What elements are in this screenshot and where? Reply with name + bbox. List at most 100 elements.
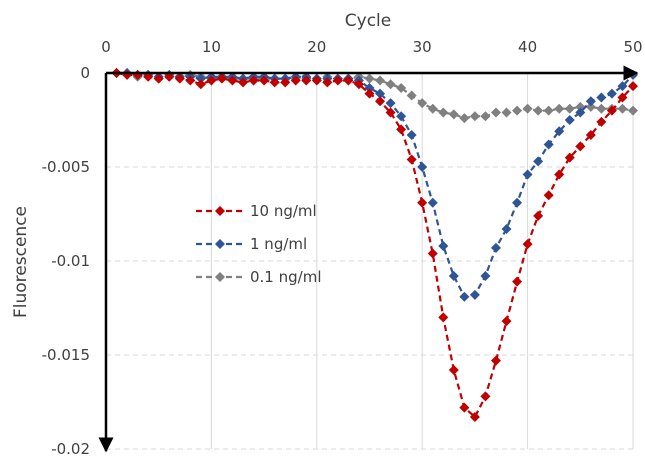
data-point (427, 197, 438, 208)
data-point (248, 75, 259, 86)
data-point (280, 77, 291, 88)
data-point (385, 107, 396, 118)
legend-swatch-marker (215, 272, 225, 282)
y-tick-label: -0.015 (42, 346, 90, 364)
data-point (301, 75, 312, 86)
data-point (459, 402, 470, 413)
tick-labels: 0 10 20 30 40 50 0 -0.005 -0.01 -0.015 -0.02 (42, 38, 643, 458)
series-line (116, 71, 634, 419)
data-point (332, 75, 343, 86)
data-point (606, 105, 617, 116)
data-point (575, 107, 586, 118)
data-point (375, 75, 386, 86)
data-point (543, 105, 554, 116)
data-point (438, 312, 449, 323)
data-point (469, 111, 480, 122)
data-point (153, 73, 164, 84)
x-tick-label: 20 (307, 38, 326, 56)
data-point (628, 81, 638, 92)
data-point (269, 77, 280, 88)
legend-entry: 0.1 ng/ml (196, 268, 321, 286)
data-point (585, 96, 596, 107)
y-tick-label: -0.005 (42, 158, 90, 176)
y-tick-label: -0.01 (51, 252, 90, 270)
data-point (512, 105, 523, 116)
data-point (448, 271, 459, 282)
x-axis-title: Cycle (345, 11, 391, 31)
legend-label: 10 ng/ml (250, 202, 317, 220)
legend-label: 1 ng/ml (250, 235, 307, 253)
data-point (216, 73, 227, 84)
data-point (585, 130, 596, 141)
data-point (448, 109, 459, 120)
data-point (132, 69, 143, 80)
data-point (448, 365, 459, 376)
data-point (385, 79, 396, 90)
data-point (417, 98, 428, 109)
series-layer (111, 68, 638, 423)
data-point (533, 105, 544, 116)
data-point (522, 103, 533, 114)
data-point (406, 90, 417, 101)
data-point (195, 79, 206, 90)
x-tick-label: 30 (413, 38, 432, 56)
data-point (596, 92, 607, 103)
data-point (596, 116, 607, 127)
data-point (512, 276, 523, 287)
data-point (533, 156, 544, 167)
data-point (512, 197, 523, 208)
data-point (206, 75, 217, 86)
y-axis-title: Fluorescence (11, 206, 31, 318)
data-point (628, 69, 638, 80)
data-point (290, 75, 301, 86)
data-point (459, 113, 470, 124)
data-point (480, 271, 491, 282)
data-point (459, 291, 470, 302)
data-point (564, 103, 575, 114)
data-point (375, 96, 386, 107)
data-point (385, 98, 396, 109)
data-point (522, 239, 533, 250)
data-point (174, 73, 185, 84)
series-10-ng-ml (111, 68, 638, 423)
data-point (617, 81, 628, 92)
legend-entry: 10 ng/ml (196, 202, 317, 220)
data-point (122, 69, 133, 80)
legend: 10 ng/ml 1 ng/ml 0.1 ng/ml (196, 202, 321, 286)
data-point (585, 101, 596, 112)
data-point (554, 126, 565, 137)
data-point (375, 88, 386, 99)
x-tick-label: 0 (101, 38, 111, 56)
data-point (227, 75, 238, 86)
data-point (238, 77, 249, 88)
data-point (554, 103, 565, 114)
data-point (143, 71, 154, 82)
data-point (406, 154, 417, 165)
series-1-ng-ml (111, 68, 638, 302)
data-point (564, 115, 575, 125)
data-point (364, 88, 375, 99)
data-point (364, 73, 375, 84)
data-point (164, 71, 175, 82)
data-point (469, 412, 480, 423)
data-point (195, 73, 206, 84)
data-point (427, 103, 438, 114)
data-point (606, 88, 617, 99)
x-tick-label: 40 (518, 38, 537, 56)
data-point (554, 169, 565, 180)
x-tick-label: 50 (623, 38, 642, 56)
data-point (617, 92, 628, 103)
data-point (490, 107, 501, 118)
data-point (185, 75, 196, 86)
data-point (501, 224, 512, 235)
data-point (628, 105, 638, 116)
x-tick-label: 10 (202, 38, 221, 56)
legend-label: 0.1 ng/ml (250, 268, 321, 286)
data-point (469, 289, 480, 300)
data-point (427, 248, 438, 259)
data-point (596, 103, 607, 114)
data-point (343, 75, 354, 86)
data-point (480, 111, 491, 122)
data-point (396, 124, 407, 135)
